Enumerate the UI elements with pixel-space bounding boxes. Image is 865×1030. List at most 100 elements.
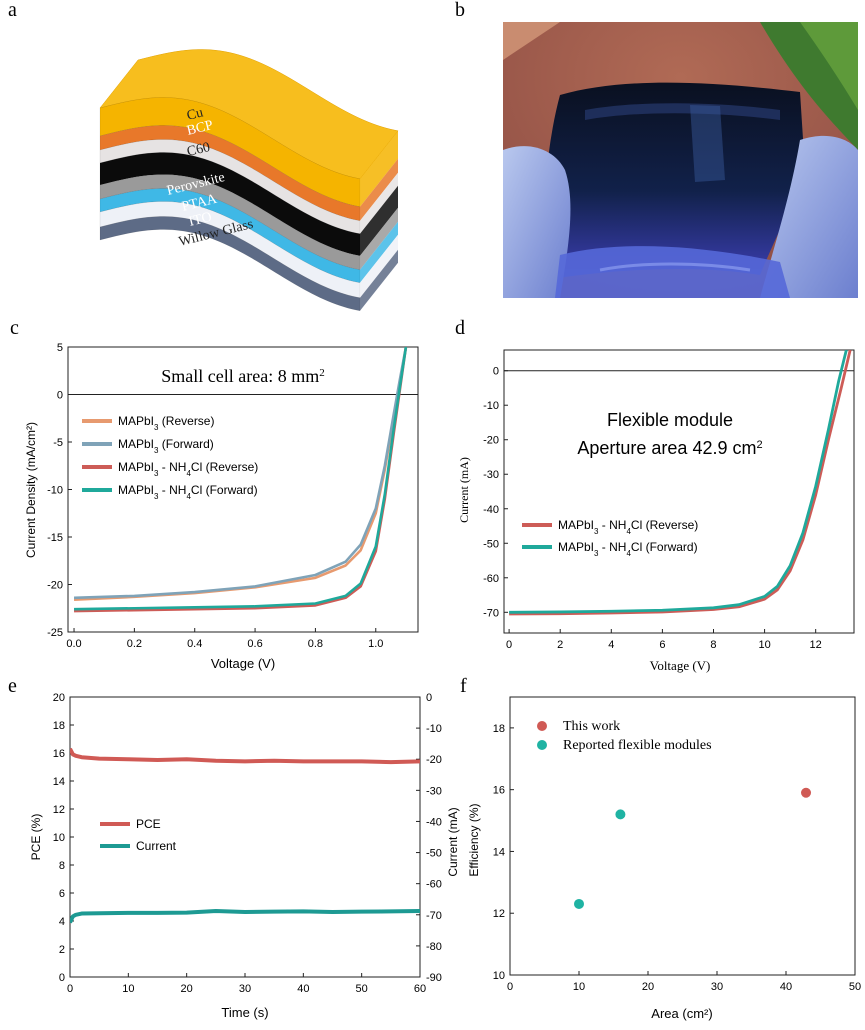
y-tick-label: 14: [493, 846, 505, 858]
layer-end-2: [360, 172, 398, 234]
y-tick-label: 12: [493, 908, 505, 920]
chart-c-series-2: [74, 347, 408, 613]
layer-label-0: Cu: [185, 105, 204, 124]
y-tick-label: 18: [493, 723, 505, 735]
legend-label: MAPbI3 - NH4Cl (Reverse): [118, 460, 258, 478]
chart-e: 0 10 20 30 40 50 60 0 2 4 6 8 10 12 14 16 18 20 -90 -80 -70 -…: [29, 692, 460, 1020]
x-tick-label: 10: [122, 983, 134, 995]
y-tick-label: 0: [59, 972, 65, 984]
y2-tick-label: -40: [426, 816, 442, 828]
layer-label-5: ITO: [187, 210, 213, 230]
legend-label: MAPbI3 - NH4Cl (Reverse): [558, 518, 698, 536]
legend-label: This work: [563, 719, 620, 734]
chart-e-series-1: [70, 909, 420, 924]
y-tick-label: 0: [57, 390, 63, 402]
layer-label-2: C60: [186, 140, 212, 160]
panel-label-c: c: [10, 317, 19, 339]
x-tick-label: 40: [780, 981, 792, 993]
y-tick-label: 10: [53, 832, 65, 844]
legend-marker: [537, 721, 547, 731]
x-tick-label: 0: [506, 639, 512, 651]
y2-tick-label: -90: [426, 972, 442, 984]
chart-f-point: [801, 787, 812, 798]
y-tick-label: 10: [493, 970, 505, 982]
chart-c-annotation: Small cell area: 8 mm2: [161, 366, 324, 386]
legend-label: MAPbI3 - NH4Cl (Forward): [118, 483, 258, 501]
y2-tick-label: -50: [426, 848, 442, 860]
y-tick-label: 8: [59, 860, 65, 872]
x-tick-label: 4: [608, 639, 614, 651]
x-tick-label: 30: [711, 981, 723, 993]
chart-c-ylabel: Current Density (mA/cm²): [24, 422, 38, 558]
y-tick-label: -5: [53, 437, 63, 449]
y-tick-label: -70: [483, 607, 499, 619]
y2-tick-label: -10: [426, 723, 442, 735]
y-tick-label: 16: [53, 748, 65, 760]
chart-f-point: [574, 898, 584, 909]
x-tick-label: 0: [67, 983, 73, 995]
y-tick-label: 0: [493, 366, 499, 378]
legend-label: Reported flexible modules: [563, 738, 712, 753]
x-tick-label: 12: [810, 639, 822, 651]
chart-f-frame: [509, 696, 856, 976]
x-tick-label: 20: [181, 983, 193, 995]
layer-end-5: [360, 221, 398, 283]
flexible-module-photo: [503, 22, 858, 298]
x-tick-label: 0.2: [127, 638, 142, 650]
y2-tick-label: -60: [426, 879, 442, 891]
chart-d-series-0: [509, 350, 852, 616]
y-tick-label: -50: [483, 538, 499, 550]
legend-label: PCE: [136, 817, 161, 831]
chart-d: 0 2 4 6 8 10 12 -70 -60 -50 -40 -30 -20 -10 0 Flexible…: [457, 349, 855, 673]
panel-label-e: e: [8, 675, 17, 697]
x-tick-label: 0: [507, 981, 513, 993]
y2-tick-label: -30: [426, 785, 442, 797]
legend-marker: [537, 740, 547, 750]
y-tick-label: 6: [59, 888, 65, 900]
chart-e-xlabel: Time (s): [221, 1005, 268, 1020]
y2-tick-label: -80: [426, 941, 442, 953]
y-tick-label: -15: [47, 532, 63, 544]
layer-end-1: [360, 158, 398, 221]
panel-label-b: b: [455, 0, 465, 21]
y-tick-label: 12: [53, 804, 65, 816]
x-tick-label: 2: [557, 639, 563, 651]
x-tick-label: 50: [849, 981, 861, 993]
chart-d-annotation-line2: Aperture area 42.9 cm2: [577, 438, 762, 458]
y-tick-label: 18: [53, 720, 65, 732]
x-tick-label: 0.6: [247, 638, 262, 650]
y2-tick-label: -20: [426, 754, 442, 766]
x-tick-label: 40: [297, 983, 309, 995]
legend-label: MAPbI3 (Forward): [118, 437, 214, 455]
chart-f-ylabel: Efficiency (%): [467, 803, 481, 876]
chart-c-series-1: [73, 347, 408, 600]
y-tick-label: 16: [493, 785, 505, 797]
layer-end-3: [360, 185, 398, 256]
panel-label-d: d: [455, 317, 465, 339]
panel-label-f: f: [460, 675, 467, 697]
chart-d-frame: [503, 349, 855, 634]
layer-end-6: [360, 234, 398, 298]
chart-e-y2label: Current (mA): [446, 807, 460, 876]
y-tick-label: -30: [483, 469, 499, 481]
y-tick-label: 14: [53, 776, 65, 788]
y-tick-label: -10: [483, 400, 499, 412]
legend-label: MAPbI3 (Reverse): [118, 414, 214, 432]
y-tick-label: -25: [47, 627, 63, 639]
layer-label-7: MgF2: [197, 244, 232, 269]
y-tick-label: 20: [53, 692, 65, 704]
y-tick-label: 2: [59, 944, 65, 956]
y-tick-label: -60: [483, 573, 499, 585]
chart-c: 0.0 0.2 0.4 0.6 0.8 1.0 -25 -20 -15 -10 -5 0 5 Small…: [24, 342, 419, 671]
x-tick-label: 60: [414, 983, 426, 995]
y-tick-label: -40: [483, 504, 499, 516]
layer-end-0: [360, 130, 398, 207]
x-tick-label: 10: [573, 981, 585, 993]
x-tick-label: 10: [758, 639, 770, 651]
legend-label: Current: [136, 839, 177, 853]
y-tick-label: -10: [47, 485, 63, 497]
chart-d-series-1: [509, 350, 848, 614]
chart-d-xlabel: Voltage (V): [650, 658, 711, 673]
